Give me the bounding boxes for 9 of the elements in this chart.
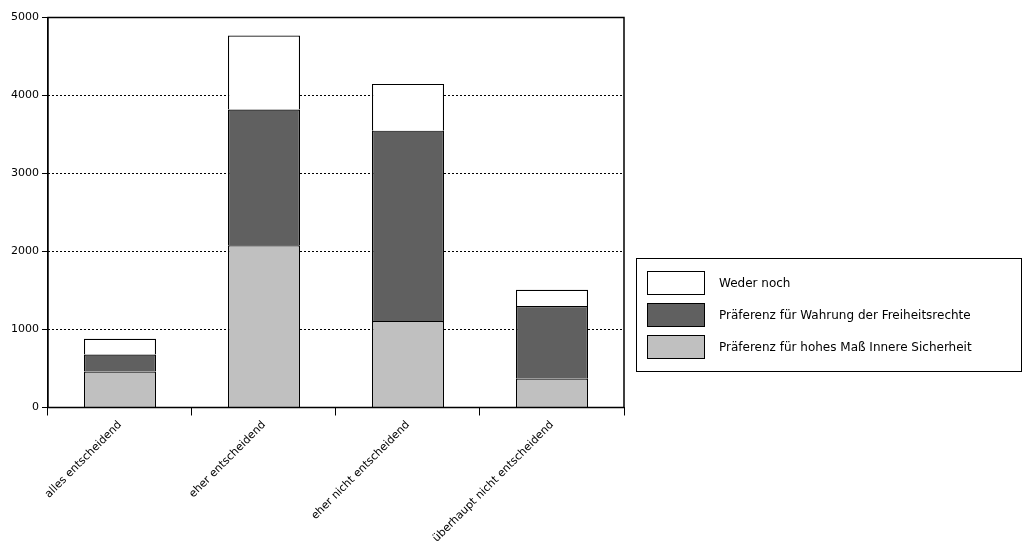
y-tick-label: 2000 bbox=[10, 244, 39, 258]
y-tick-label: 0 bbox=[31, 400, 39, 414]
text: Weder noch bbox=[719, 276, 791, 290]
y-tick-label: 4000 bbox=[10, 88, 39, 102]
y-tick-label: 3000 bbox=[10, 166, 39, 180]
legend-label: Präferenz für hohes Maß Innere Sicherheit bbox=[719, 340, 972, 354]
legend-label: Präferenz für Wahrung der Freiheitsrechte bbox=[719, 308, 971, 322]
y-tick-label: 5000 bbox=[10, 10, 39, 24]
y-tick-label: 1000 bbox=[10, 322, 39, 336]
